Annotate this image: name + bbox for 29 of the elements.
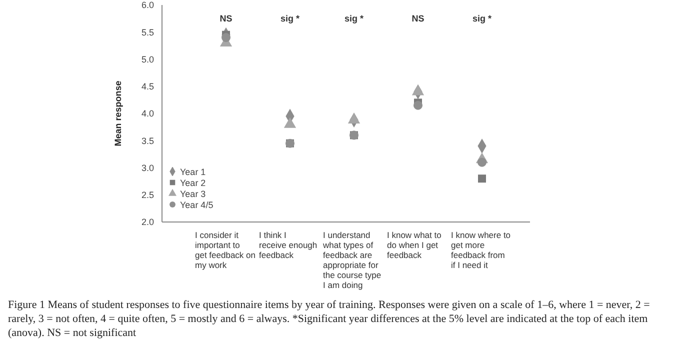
point (413, 100, 423, 110)
legend-label: Year 2 (180, 178, 206, 188)
x-tick-label: I understand what types of feedback are appropriate for the course type I am doing (322, 230, 382, 290)
point (478, 174, 486, 183)
annotation: sig * (344, 13, 364, 24)
y-tick-label: 2.5 (141, 190, 154, 200)
y-tick-label: 6.0 (141, 0, 154, 10)
y-tick-label: 5.0 (141, 54, 154, 64)
legend-label: Year 4/5 (180, 200, 214, 210)
y-tick-label: 3.5 (141, 136, 154, 146)
annotation: NS (220, 13, 232, 24)
caption: Figure 1 Means of student responses to five questionnaire items by year of training. Responses were given on a scale of 1–6, where 1 = never, 2 = rarely, 3 = not often, 4 = quite often, 5 = mostly and 6 = always. *Significant year differences at the 5% level are indicated at the top of each item (anova). NS = not significant (8, 298, 651, 340)
y-tick-label: 4.0 (141, 108, 154, 119)
y-tick-label: 2.0 (141, 217, 154, 228)
x-tick-label: I think I receive enough feedback (259, 230, 318, 260)
legend-label: Year 1 (180, 166, 206, 176)
y-tick-label: 4.5 (141, 82, 154, 92)
y-axis-title: Mean response (113, 80, 124, 146)
annotation: sig * (280, 13, 300, 24)
legend-label: Year 3 (180, 188, 206, 198)
annotation: sig * (472, 13, 492, 24)
y-tick-label: 3.0 (141, 162, 154, 173)
annotation: NS (412, 13, 424, 24)
x-tick-label: I know where to get more feedback from if I need it (451, 230, 511, 270)
y-tick-label: 5.5 (141, 27, 154, 38)
x-tick-label: I know what to do when I get feedback (387, 230, 442, 260)
point (221, 33, 231, 42)
point (477, 158, 487, 167)
x-tick-label: I consider it important to get feedback on my work (195, 230, 256, 270)
